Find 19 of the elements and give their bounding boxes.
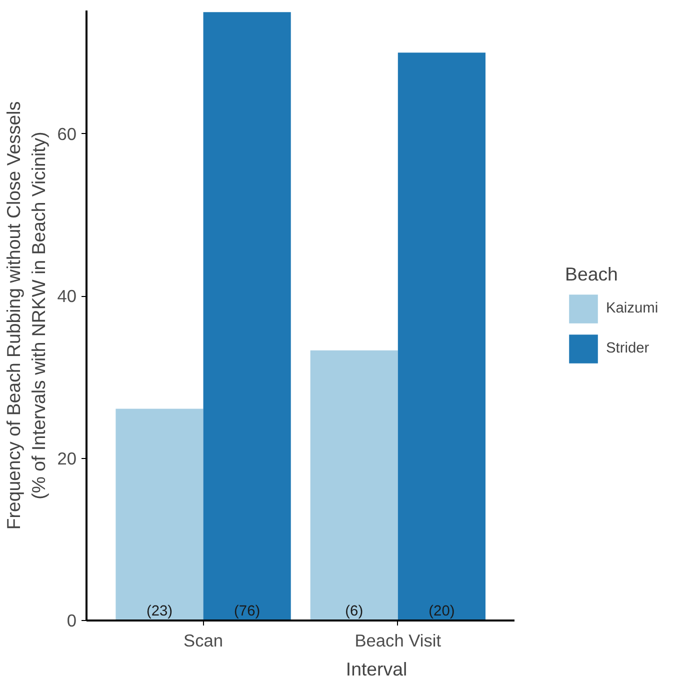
x-axis-title: Interval [346,658,408,680]
legend-label: Kaizumi [606,300,660,316]
bar [203,12,291,620]
annotation: (20) [428,604,455,620]
legend-title: Beach [565,264,619,286]
y-tick-label: 40 [57,286,77,306]
bar [116,408,204,620]
y-tick-label: 0 [66,610,77,630]
x-tick-label: Scan [184,630,224,650]
x-tick-label: Beach Visit [354,630,442,650]
legend-label: Strider [606,340,650,356]
bar [398,52,486,620]
y-tick-label: 20 [57,448,77,468]
annotation: (23) [146,604,173,620]
y-tick-label: 60 [57,124,77,144]
annotation: (6) [345,604,364,620]
bar [310,350,398,620]
annotation: (76) [234,604,260,620]
y-axis-title: Frequency of Beach Rubbing without Close Vessels (% of Intervals with NRKW in Beach Vicinity) [3,101,50,530]
